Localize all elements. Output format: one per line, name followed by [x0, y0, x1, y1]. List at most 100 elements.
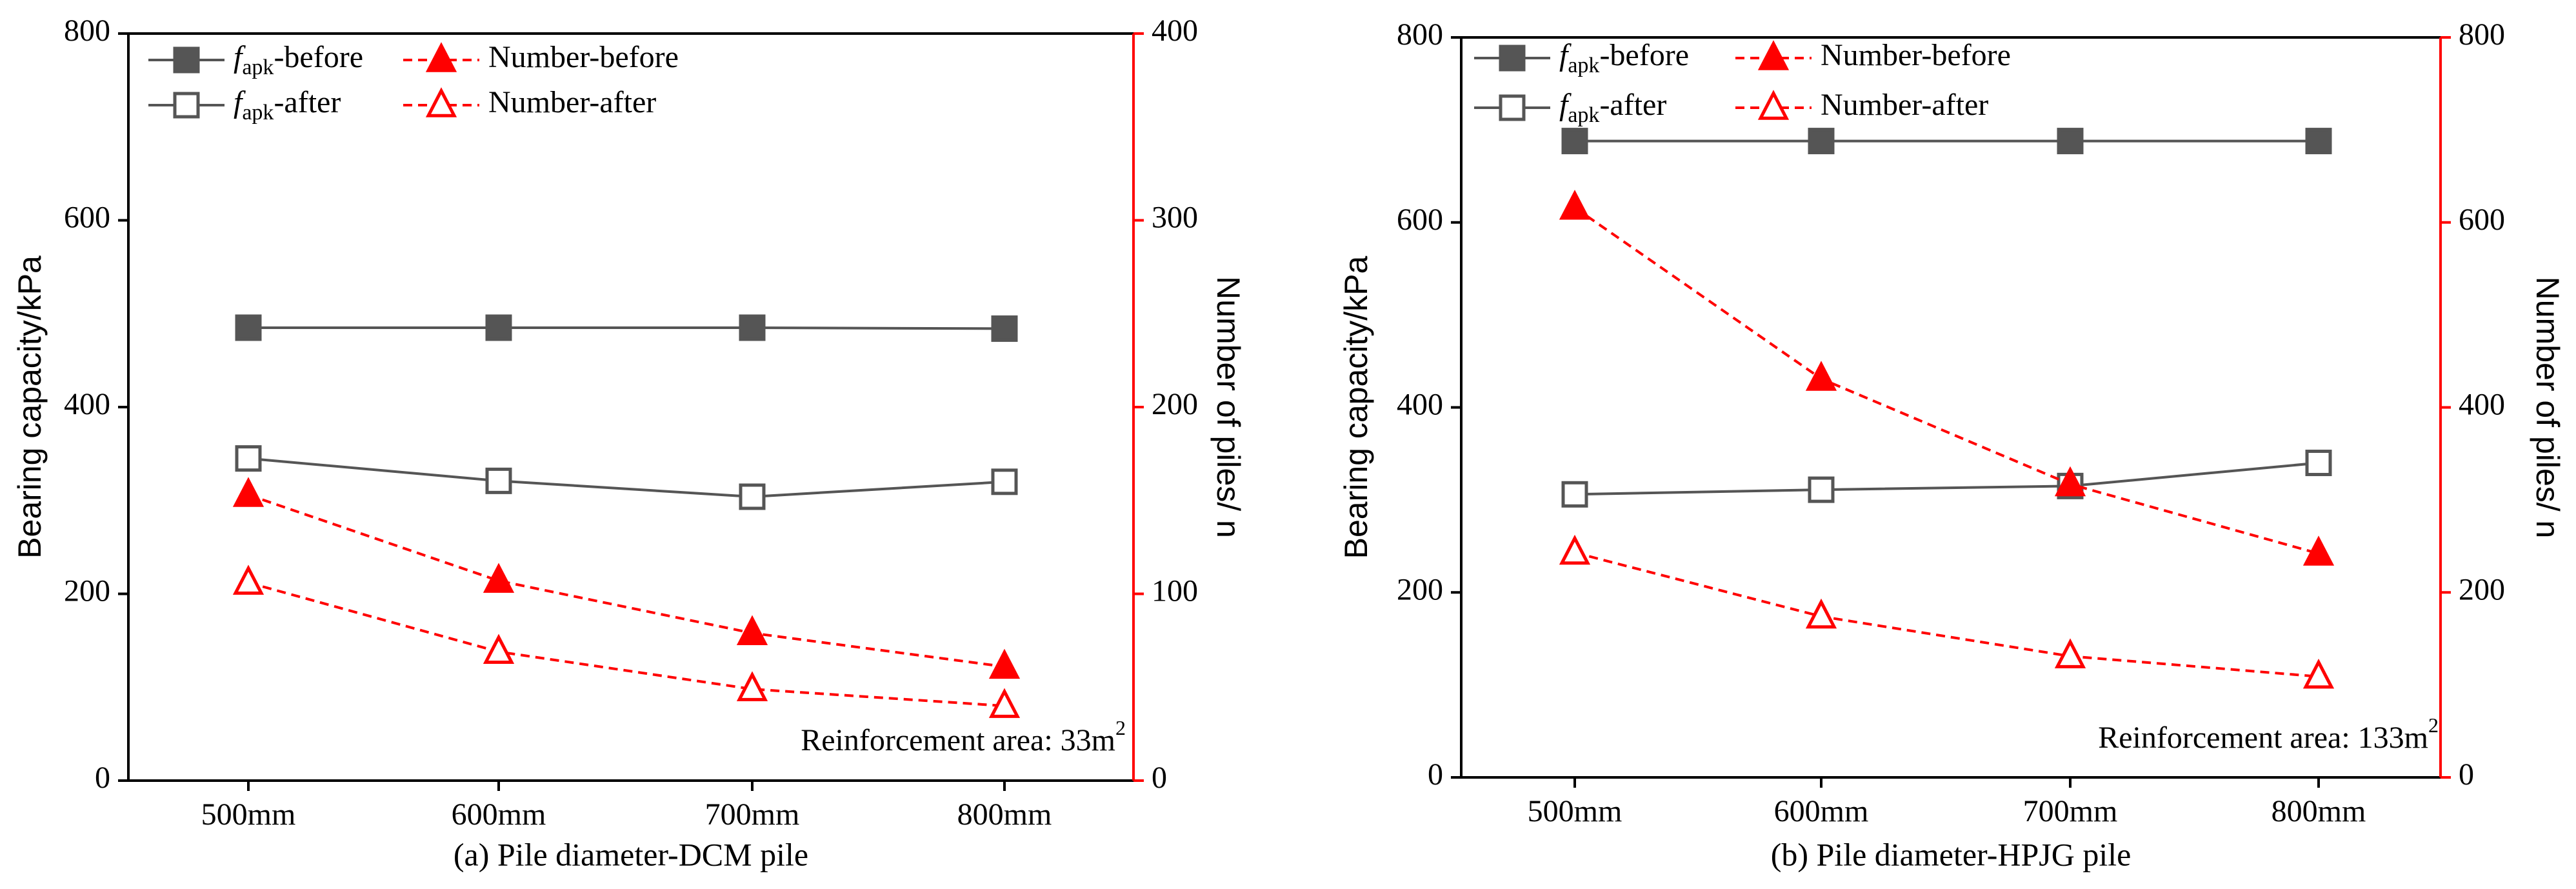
panel-b-legend-item-1-label-sub: apk	[1568, 54, 1599, 77]
panel-b-series-3-point	[1805, 361, 1837, 391]
panel-b-legend-item-3-label: Number-before	[1821, 38, 2011, 72]
panel-a-series-3-line	[248, 494, 1005, 668]
panel-b-series-4-point	[2302, 658, 2335, 689]
panel-a-series-3-point	[736, 615, 768, 645]
panel-b-tick-label-right: 200	[2459, 572, 2505, 606]
panel-b-series-4-point	[1559, 534, 1591, 565]
panel-a-series-2-point	[991, 468, 1018, 495]
panel-b-series-3-line	[1573, 206, 2319, 555]
panel-b-tick-label-x: 600mm	[1774, 794, 1869, 828]
panel-b-series-2-point	[2305, 450, 2332, 477]
panel-a-legend-item-2-marker	[173, 92, 200, 119]
panel-a-tick-label-right: 100	[1152, 574, 1198, 608]
panel-a-tick-label-x: 800mm	[957, 797, 1052, 832]
panel-a-series-1-point	[235, 314, 262, 341]
panel-b-series-2-line	[1574, 461, 2319, 496]
panel-a-series-2-point	[235, 445, 262, 472]
panel-b-series-3-point	[2302, 535, 2335, 566]
panel-a-legend: fapk-before fapk-after Number-before Number…	[148, 40, 679, 125]
panel-b-legend-item-3-marker	[1757, 40, 1790, 70]
panel-a-legend-item-2-label-suffix: -after	[274, 85, 341, 119]
panel-b-series-1-point	[1561, 128, 1588, 155]
panel-b-tick-label-left: 200	[1397, 572, 1443, 606]
panel-a-y-axis-title-left: Bearing capacity/kPa	[12, 255, 48, 559]
panel-a-chart: 0 200 400 600 800 0 100 200 300 400 500mm 600mm 700m…	[12, 14, 1246, 872]
panel-b-annotation-sup: 2	[2428, 714, 2439, 737]
panel-b-legend-item-1-marker	[1499, 45, 1526, 72]
panel-b-caption: (b) Pile diameter-HPJG pile	[1771, 836, 2132, 872]
panel-a-series-3-point	[232, 477, 265, 507]
panel-a-series-4-point	[736, 671, 768, 701]
panel-b-legend-item-2-marker	[1499, 94, 1526, 121]
panel-a-tick-label-right: 0	[1152, 761, 1167, 795]
panel-a-legend-item-1-marker	[173, 46, 200, 74]
panel-a-series-3-point	[483, 563, 515, 593]
panel-a-annotation-text: Reinforcement area: 33m	[801, 723, 1115, 757]
panel-b-tick-label-right: 0	[2459, 757, 2474, 792]
panel-a-legend-item-1-label: fapk-before	[234, 40, 363, 79]
panel-a-legend-item-1-label-sub: apk	[242, 55, 274, 79]
panel-b-chart: 0 200 400 600 800 0 200 400 600 800 500mm 600mm 700m…	[1338, 17, 2566, 872]
panel-a-series-2-line	[248, 457, 1005, 498]
panel-b-tick-label-left: 600	[1397, 203, 1443, 237]
panel-a-series-2-point	[739, 483, 766, 510]
panel-a-annotation-sup: 2	[1115, 716, 1126, 739]
panel-b-legend: fapk-before fapk-after Number-before Number…	[1474, 38, 2011, 127]
panel-b-legend-item-2-label-sub: apk	[1568, 103, 1599, 127]
panel-b-series-2-point	[1561, 481, 1588, 508]
panel-a-tick-label-left: 400	[64, 387, 110, 421]
panel-b-tick-label-left: 800	[1397, 17, 1443, 52]
panel-a-legend-item-4-marker	[425, 87, 457, 117]
panel-b-series-1-point	[2305, 128, 2332, 155]
panel-a-legend-item-3-label: Number-before	[488, 40, 679, 74]
panel-a-legend-item-2-label-sub: apk	[242, 101, 274, 125]
panel-a-annotation: Reinforcement area: 33m2	[801, 716, 1126, 757]
panel-b-legend-item-2-label-suffix: -after	[1599, 88, 1666, 122]
panel-a-series-4-point	[483, 634, 515, 664]
panel-a-tick-label-left: 800	[64, 14, 110, 48]
panel-b-series-4-point	[1805, 598, 1837, 629]
panel-a-series-4-point	[988, 688, 1021, 718]
panel-a-tick-label-x: 700mm	[705, 797, 800, 832]
panel-b-series-4-line	[1574, 551, 2319, 678]
panel-a-series-1-point	[991, 315, 1018, 342]
panel-b-series-2-point	[1808, 476, 1835, 503]
panel-a-series-2-point	[485, 467, 512, 494]
panel-b-series-1-point	[1808, 128, 1835, 155]
panel-b-tick-label-x: 500mm	[1528, 794, 1622, 828]
panel-b-legend-item-1-label: fapk-before	[1559, 38, 1689, 77]
panel-b-series-1-point	[2057, 128, 2084, 155]
panel-b-y-axis-title-right: Number of piles/ n	[2530, 277, 2566, 539]
panel-a-caption: (a) Pile diameter-DCM pile	[454, 836, 808, 872]
panel-a-series-1-point	[485, 314, 512, 341]
panel-a-tick-label-x: 500mm	[201, 797, 296, 832]
panel-b-tick-label-right: 600	[2459, 203, 2505, 237]
panel-a-tick-label-left: 200	[64, 574, 110, 608]
panel-b-legend-item-4-label: Number-after	[1821, 88, 1988, 122]
panel-a-tick-label-right: 200	[1152, 387, 1198, 421]
panel-a-legend-item-2-label: fapk-after	[234, 85, 341, 125]
panel-b-legend-item-1-label-suffix: -before	[1599, 38, 1689, 72]
panel-a-tick-label-right: 400	[1152, 14, 1198, 48]
panel-b-series-4-point	[2054, 638, 2086, 668]
panel-a-tick-label-left: 600	[64, 201, 110, 235]
panel-b-tick-label-x: 800mm	[2271, 794, 2366, 828]
panel-a-series-4-line	[248, 581, 1005, 708]
panel-b-tick-label-left: 0	[1428, 757, 1443, 792]
panel-b-annotation-text: Reinforcement area: 133m	[2098, 721, 2428, 755]
panel-b-legend-item-4-marker	[1757, 90, 1790, 120]
panel-b-legend-item-2-label: fapk-after	[1559, 88, 1666, 127]
panel-a-legend-item-3-marker	[425, 42, 457, 72]
panel-b-tick-label-right: 800	[2459, 17, 2505, 52]
panel-a-tick-label-left: 0	[95, 761, 110, 795]
panel-a-legend-item-4-label: Number-after	[488, 85, 656, 119]
panel-b-series-3-point	[2054, 466, 2086, 497]
panel-b-tick-label-right: 400	[2459, 388, 2505, 422]
panel-a-legend-item-1-label-suffix: -before	[274, 40, 363, 74]
panel-b-series-3-point	[1559, 190, 1591, 220]
panel-b-annotation: Reinforcement area: 133m2	[2098, 714, 2439, 755]
panel-b-tick-label-left: 400	[1397, 388, 1443, 422]
panel-a-series-3-point	[988, 648, 1021, 679]
panel-b-y-axis-title-left: Bearing capacity/kPa	[1338, 255, 1374, 559]
